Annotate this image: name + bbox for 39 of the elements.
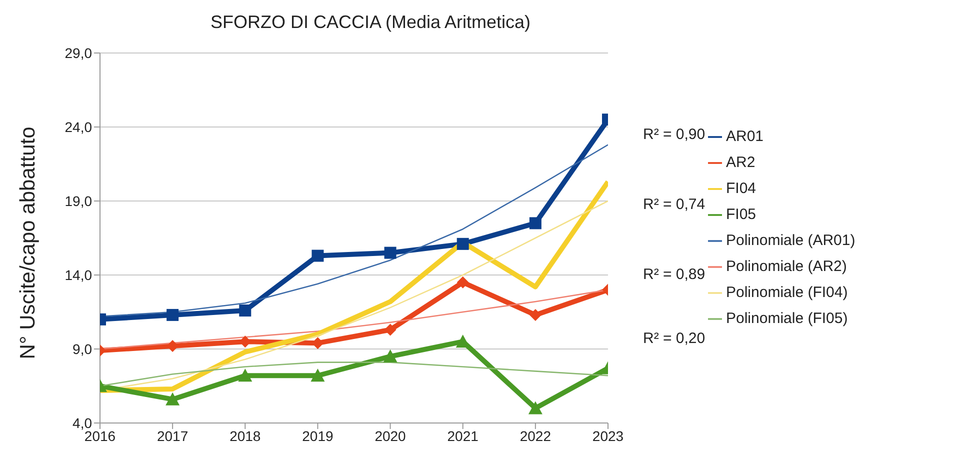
x-tick-label: 2022: [520, 428, 552, 444]
y-tick-label: 19,0: [64, 192, 92, 209]
legend-label: Polinomiale (FI04): [726, 284, 848, 301]
x-tick-label: 2021: [447, 428, 479, 444]
y-tick-label: 14,0: [64, 266, 92, 283]
y-tick-label: 29,0: [64, 44, 92, 61]
point: [383, 349, 398, 362]
text: R² = 0,89: [643, 266, 706, 283]
text: R² = 0,74: [643, 196, 706, 213]
point: [166, 308, 179, 321]
point: [239, 304, 252, 317]
legend-label: Polinomiale (FI05): [726, 310, 848, 327]
legend-label: AR01: [726, 128, 764, 145]
point: [456, 238, 469, 250]
y-axis-title: N° Uscite/capo abbattuto: [16, 126, 40, 360]
point: [528, 401, 542, 414]
x-tick-label: 2018: [230, 428, 261, 444]
point: [384, 246, 396, 259]
legend-label: Polinomiale (AR01): [726, 232, 856, 249]
point: [529, 217, 542, 230]
point: [166, 392, 180, 406]
x-tick-label: 2023: [592, 428, 624, 444]
legend-label: AR2: [726, 154, 756, 171]
x-tick-label: 2020: [374, 428, 406, 444]
x-tick-label: 2017: [156, 428, 188, 444]
text: R² = 0,90: [643, 126, 706, 143]
legend-label: FI05: [726, 206, 756, 223]
point: [529, 308, 542, 321]
x-tick-label: 2019: [302, 428, 334, 444]
point: [312, 250, 324, 262]
point: [456, 276, 469, 288]
chart-title: SFORZO DI CACCIA (Media Aritmetica): [209, 12, 532, 33]
legend-label: Polinomiale (AR2): [726, 258, 847, 275]
y-tick-label: 9,0: [72, 340, 92, 357]
legend-label: FI04: [726, 180, 756, 197]
point: [310, 368, 325, 382]
y-tick-label: 24,0: [64, 118, 92, 135]
text: R² = 0,20: [643, 330, 706, 347]
point: [238, 368, 252, 382]
